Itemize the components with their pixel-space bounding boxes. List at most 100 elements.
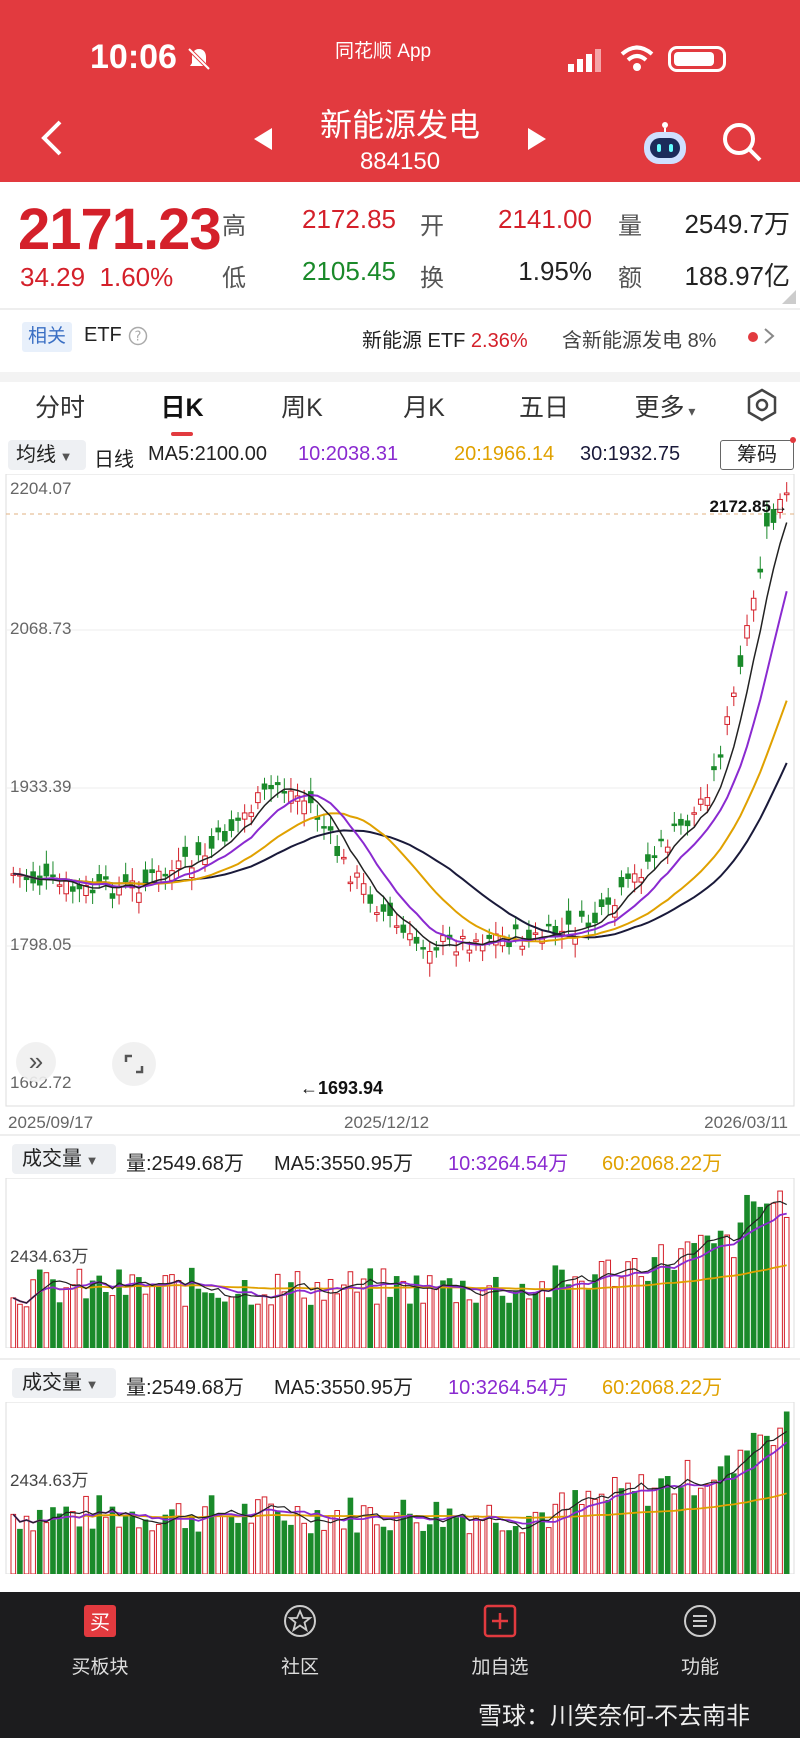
volume-bar xyxy=(103,1516,109,1574)
candle xyxy=(261,783,268,790)
volume-bar xyxy=(43,1522,50,1574)
candle xyxy=(23,876,30,881)
volume-bar xyxy=(235,1293,241,1348)
expand-left-icon[interactable]: » xyxy=(16,1042,56,1082)
volume-select-1[interactable]: 成交量 ▼ xyxy=(12,1144,116,1174)
y-label-4: 1798.05 xyxy=(10,935,71,954)
help-icon[interactable]: ? xyxy=(128,326,148,346)
nav-functions[interactable]: 功能 xyxy=(640,1604,760,1679)
volume-bar xyxy=(697,1234,704,1348)
contains-info[interactable]: 含新能源发电 8% xyxy=(562,330,717,352)
volume-bar xyxy=(182,1305,188,1348)
settings-icon[interactable] xyxy=(745,388,779,422)
fullscreen-icon[interactable] xyxy=(112,1042,156,1086)
volume-bar xyxy=(618,1488,625,1574)
tab-more[interactable]: 更多 ▾ xyxy=(634,394,696,422)
candle xyxy=(413,936,420,944)
volume-bar xyxy=(10,1513,17,1574)
candle xyxy=(651,855,658,859)
mute-bell-icon xyxy=(187,47,211,71)
volume-bar xyxy=(162,1275,169,1348)
ma20-value: 20:1966.14 xyxy=(454,443,555,465)
tab-weekly-k[interactable]: 周K xyxy=(281,394,323,422)
amount-label: 额 xyxy=(618,265,642,292)
volume-bar xyxy=(658,1478,664,1574)
volume-bar xyxy=(142,1519,149,1574)
volume-bar xyxy=(321,1299,327,1348)
chevron-right-icon[interactable] xyxy=(762,326,776,346)
candle xyxy=(664,846,671,853)
status-time: 10:06 xyxy=(90,38,177,76)
volume-bar xyxy=(777,1190,783,1348)
etf-label[interactable]: ETF xyxy=(84,324,122,346)
volume-bar xyxy=(493,1522,499,1574)
volume-bar xyxy=(23,1515,30,1574)
candle xyxy=(162,873,169,877)
robot-assistant-icon[interactable] xyxy=(640,120,690,168)
volume-bar xyxy=(76,1526,83,1574)
candle xyxy=(96,874,103,883)
candle xyxy=(678,818,684,826)
candle xyxy=(255,792,261,804)
volume-bar xyxy=(294,1271,301,1348)
volume-bar xyxy=(493,1276,499,1348)
chip-button[interactable]: 筹码 xyxy=(720,440,794,470)
nav-buy-sector[interactable]: 买 买板块 xyxy=(40,1604,160,1679)
tab-monthly-k[interactable]: 月K xyxy=(403,394,445,422)
volume-bar xyxy=(83,1298,89,1348)
related-etf[interactable]: 新能源 ETF 2.36% xyxy=(362,330,528,352)
y-label-3: 1933.39 xyxy=(10,777,71,796)
volume-bar xyxy=(208,1495,215,1574)
tab-intraday[interactable]: 分时 xyxy=(34,394,85,422)
volume-bar xyxy=(334,1510,341,1574)
volume-bar xyxy=(645,1505,651,1574)
prev-stock-icon[interactable] xyxy=(254,128,272,150)
page-title: 新能源发电 xyxy=(319,107,480,143)
nav-add-watchlist[interactable]: 加自选 xyxy=(440,1604,560,1679)
volume-bar xyxy=(552,1503,559,1574)
next-stock-icon[interactable] xyxy=(528,128,546,150)
volume-bar xyxy=(539,1512,545,1574)
tab-five-day[interactable]: 五日 xyxy=(518,394,569,422)
candle xyxy=(625,873,631,879)
volume-bar xyxy=(122,1294,129,1348)
volume-bar xyxy=(17,1303,23,1348)
volume-bar xyxy=(612,1285,618,1348)
vol-ma60-1: 60:2068.22万 xyxy=(602,1153,723,1175)
volume-bar xyxy=(215,1515,222,1574)
y-label-2: 2068.73 xyxy=(10,619,71,638)
high-marker: 2172.85→ xyxy=(710,497,788,516)
volume-bar xyxy=(129,1274,136,1348)
volume-chart-2[interactable]: 2434.63万 xyxy=(0,1402,800,1574)
volume-bar xyxy=(526,1515,532,1574)
back-icon[interactable] xyxy=(36,118,66,158)
volume-bar xyxy=(188,1515,195,1574)
volume-chart-1[interactable]: 2434.63万 xyxy=(0,1178,800,1348)
volume-bar xyxy=(347,1271,354,1348)
candle xyxy=(473,939,479,943)
volume-select-2[interactable]: 成交量 ▼ xyxy=(12,1368,116,1398)
volume-bar xyxy=(387,1530,393,1574)
svg-text:?: ? xyxy=(135,330,142,345)
search-icon[interactable] xyxy=(720,120,764,164)
vol-value-2: 量:2549.68万 xyxy=(126,1377,244,1399)
candle xyxy=(545,923,552,927)
candle xyxy=(737,655,744,667)
signal-icon xyxy=(568,49,601,72)
volume-bar xyxy=(598,1493,605,1574)
nav-community[interactable]: 社区 xyxy=(240,1604,360,1679)
volume-bar xyxy=(83,1495,89,1574)
ma-select[interactable]: 均线 ▼ xyxy=(8,440,86,470)
volume-bar xyxy=(545,1297,552,1348)
tab-daily-k[interactable]: 日K xyxy=(160,394,204,422)
volume-bar xyxy=(585,1490,592,1574)
volume-bar xyxy=(605,1499,612,1574)
volume-bar xyxy=(30,1530,36,1574)
volume-bar xyxy=(288,1282,294,1348)
volume-bar xyxy=(149,1285,155,1348)
volume-bar xyxy=(261,1496,268,1574)
kline-chart[interactable]: 2204.07 2068.73 1933.39 1798.05 1662.72 … xyxy=(0,474,800,1130)
candle xyxy=(711,766,717,771)
candle xyxy=(69,886,76,892)
volume-bar xyxy=(519,1283,526,1348)
